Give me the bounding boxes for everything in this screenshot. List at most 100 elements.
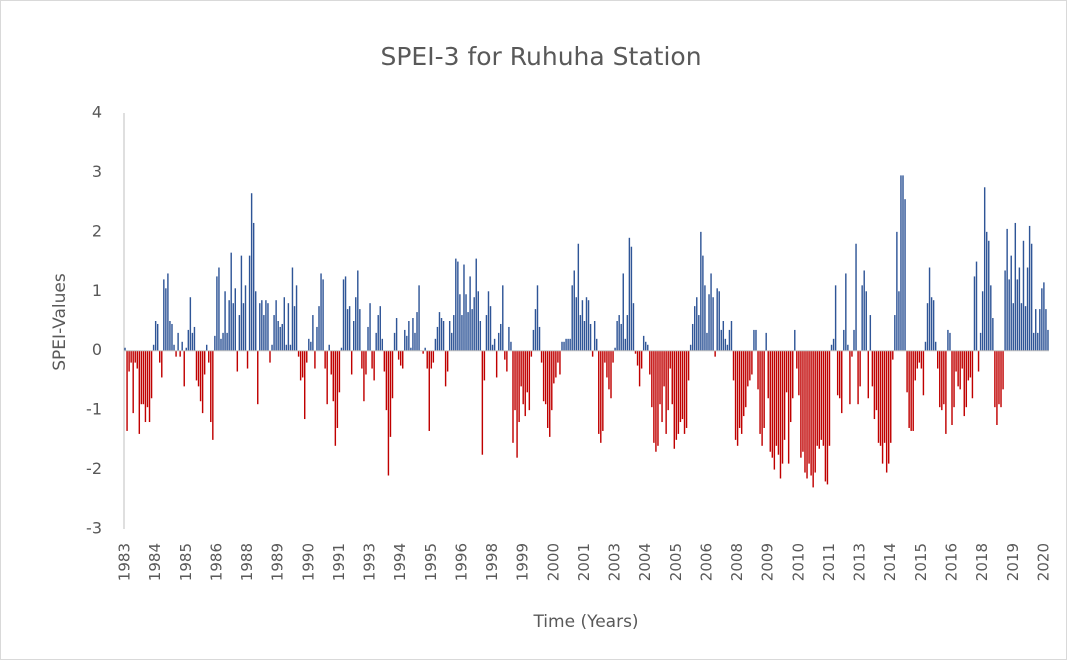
x-tick-label: 2001 [575,543,593,581]
bar [195,350,198,381]
bar [1041,288,1043,351]
x-tick-label: 1990 [299,543,317,581]
bar [324,350,326,369]
bar [751,350,753,375]
bar [926,303,929,351]
bar [493,338,496,351]
bar [334,350,337,446]
bar [812,350,814,488]
bar [412,318,414,351]
bar [632,303,635,351]
bar [230,252,232,351]
bar [126,350,128,431]
bar [544,350,547,405]
bar [832,338,835,351]
bar [1039,309,1041,351]
bar [659,350,661,405]
bar [442,321,445,351]
bar [583,321,586,351]
bar [418,285,420,351]
bar [136,350,138,369]
bar [679,350,682,423]
y-tick-label: 4 [92,103,102,122]
bar [269,350,271,363]
y-tick-label: 1 [92,281,102,300]
bar [843,329,845,351]
bar [838,350,841,399]
bar [463,264,465,351]
x-tick-label: 2006 [697,543,715,581]
bar [779,350,782,479]
bar [602,350,604,431]
bar [589,323,592,351]
bar [222,332,224,351]
bar [800,350,802,458]
bar [595,338,598,351]
bar [522,350,524,405]
bar [967,350,970,381]
x-tick-label: 2019 [1004,543,1022,581]
bar [134,350,136,363]
x-tick-label: 2008 [728,543,746,581]
x-tick-label: 1993 [361,543,379,581]
bar [973,276,976,351]
bar [216,276,218,351]
bar [299,350,302,381]
x-tick-label: 1996 [452,543,470,581]
bar [232,303,234,351]
bar [694,306,696,351]
bar [714,350,716,357]
bar [208,350,210,363]
bar [514,350,516,411]
bar [314,350,316,369]
bar [855,243,857,351]
x-tick-label: 1986 [207,543,225,581]
bar [273,315,275,351]
bar [532,329,535,351]
bar [875,350,878,411]
x-tick-label: 2018 [973,543,991,581]
bar [810,350,812,476]
bar [687,350,690,381]
bar [614,347,616,351]
bar [826,350,829,485]
bar [953,350,955,408]
bar [551,350,553,411]
bar [587,300,590,351]
bar [363,350,365,402]
bar [526,350,528,393]
bar [706,332,708,351]
bar [393,332,396,351]
bar [936,350,939,369]
bar [326,350,328,405]
bar [308,338,310,351]
bar [628,237,631,351]
bar [743,350,745,417]
bar [765,332,767,351]
bar [246,350,249,369]
bar [977,350,980,372]
bar [928,267,931,351]
bar [500,323,502,351]
bar [606,350,608,378]
bar [557,350,559,363]
bar [814,350,816,473]
bar [471,309,473,351]
bar [593,321,596,351]
bar [620,323,622,351]
bar [712,297,714,351]
bar [724,338,727,351]
bar [818,350,820,449]
bar [904,199,906,351]
bar [983,187,986,351]
bar [144,350,147,423]
bar [432,350,435,363]
bar [934,341,937,351]
bar [861,285,863,351]
bar [254,291,257,351]
bar [777,350,780,455]
bar [1018,267,1021,351]
x-tick-label: 1989 [269,543,287,581]
bar [630,246,633,351]
